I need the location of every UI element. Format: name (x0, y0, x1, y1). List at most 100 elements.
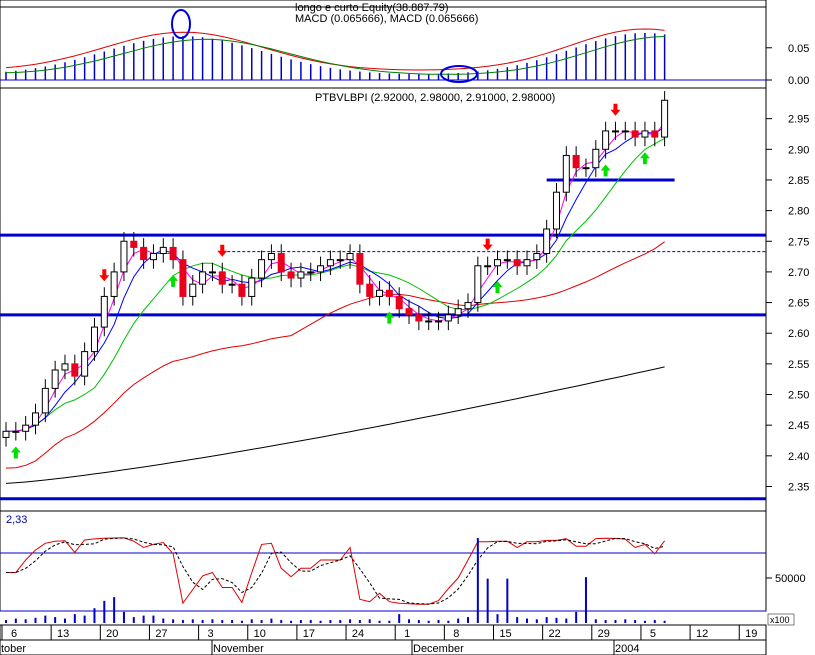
x-day-label: 5 (650, 628, 656, 640)
candle-body (405, 308, 413, 316)
candle-body (287, 271, 295, 279)
x-axis: 6 13 20 27 3 10 17 24 1 8 15 22 29 5 12 19 tober Novembe… (0, 624, 767, 655)
candle-body (415, 314, 423, 322)
candle-body (199, 271, 207, 285)
price-tick-label: 2.65 (788, 298, 809, 310)
candle-body (641, 130, 649, 138)
price-tick-label: 2.40 (788, 451, 809, 463)
candle-body (444, 314, 452, 322)
candle-body (464, 302, 472, 310)
candle-body (592, 148, 600, 169)
candle-body (326, 259, 334, 267)
price-tick-label: 2.70 (788, 267, 809, 279)
candle-body (120, 240, 128, 273)
candle-body (376, 289, 384, 297)
candle-body (454, 308, 462, 316)
x-day-label: 8 (453, 628, 459, 640)
macd-tick-label: 0.05 (788, 43, 809, 55)
highlight-circle (440, 65, 478, 83)
candle-body (61, 363, 69, 371)
price-tick-label: 2.75 (788, 236, 809, 248)
ma-green-line (6, 137, 665, 432)
candle-body (31, 412, 39, 426)
price-tick-label: 2.35 (788, 481, 809, 493)
x-day-label: 13 (57, 628, 69, 640)
price-tick-label: 2.80 (788, 206, 809, 218)
sell-arrow (610, 103, 621, 116)
buy-arrow (10, 446, 21, 459)
candle-body (543, 228, 551, 255)
candle-body (513, 259, 521, 267)
candle-body (346, 253, 354, 261)
candle-body (228, 283, 236, 286)
ma-blue-line (6, 126, 665, 432)
sell-arrow (99, 269, 110, 282)
ma-red-line (5, 241, 665, 469)
candle-body (572, 154, 580, 169)
candle-body (385, 289, 393, 297)
candle-body (484, 265, 492, 268)
candle-body (71, 363, 79, 377)
candle-body (238, 283, 246, 297)
price-tick-label: 2.90 (788, 144, 809, 156)
candle-body (22, 424, 30, 432)
x-day-label: 12 (696, 628, 708, 640)
candle-body (277, 253, 285, 273)
candle-body (356, 253, 364, 285)
candle-body (218, 271, 226, 285)
x-day-label: 3 (208, 628, 214, 640)
buy-arrow (168, 274, 179, 287)
buy-arrow (492, 280, 503, 293)
candle-body (552, 191, 560, 230)
macd-panel: longo e curto Equity(38.887.79) MACD (0.… (0, 0, 809, 89)
candle-body (110, 271, 118, 297)
x-month-label: tober (1, 643, 26, 655)
x-day-label: 20 (106, 628, 118, 640)
x-day-label: 1 (404, 628, 410, 640)
price-y-axis: 2.35 2.40 2.45 2.50 2.55 2.60 2.65 2.70 2.75 2.80… (766, 114, 809, 493)
price-tick-label: 2.60 (788, 328, 809, 340)
price-tick-label: 2.95 (788, 114, 809, 126)
candle-body (189, 283, 197, 297)
x-day-label: 29 (598, 628, 610, 640)
candle-body (2, 430, 10, 438)
candle-body (611, 130, 619, 133)
stochastic-panel: 2,33 50000 x100 (0, 510, 806, 626)
candle-body (149, 253, 157, 261)
candle-body (494, 259, 501, 267)
x-day-label: 17 (303, 628, 315, 640)
macd-y-axis: 0.00 0.05 (766, 43, 809, 87)
macd-subtitle: MACD (0.065666), MACD (0.065666) (295, 13, 478, 25)
candle-body (435, 320, 443, 323)
candle-body (582, 167, 590, 170)
candle-body (297, 271, 305, 279)
candle-body (425, 320, 433, 323)
candle-body (169, 246, 177, 261)
candle-body (130, 240, 138, 248)
candle-body (474, 265, 482, 304)
candle-body (179, 259, 187, 297)
candle-body (366, 283, 374, 297)
sell-arrow (482, 238, 493, 251)
x-day-label: 22 (549, 628, 561, 640)
x-day-label: 24 (352, 628, 364, 640)
candle-body (395, 295, 403, 310)
macd-signal-line (5, 36, 665, 75)
candle-body (317, 265, 325, 273)
candle-body (100, 295, 108, 328)
candle-body (41, 387, 49, 414)
stoch-label: 2,33 (6, 514, 27, 526)
candle-body (336, 259, 344, 262)
x-day-label: 10 (254, 628, 266, 640)
candle-body (503, 259, 511, 262)
candle-body (533, 253, 541, 261)
buy-arrow (384, 311, 395, 324)
support-resistance-lines (0, 178, 766, 501)
candle-body (651, 130, 659, 138)
volume-multiplier: x100 (770, 615, 790, 625)
sell-arrow (217, 244, 228, 257)
signal-arrows (10, 103, 650, 459)
candle-body (267, 253, 275, 261)
candle-body (51, 369, 59, 389)
